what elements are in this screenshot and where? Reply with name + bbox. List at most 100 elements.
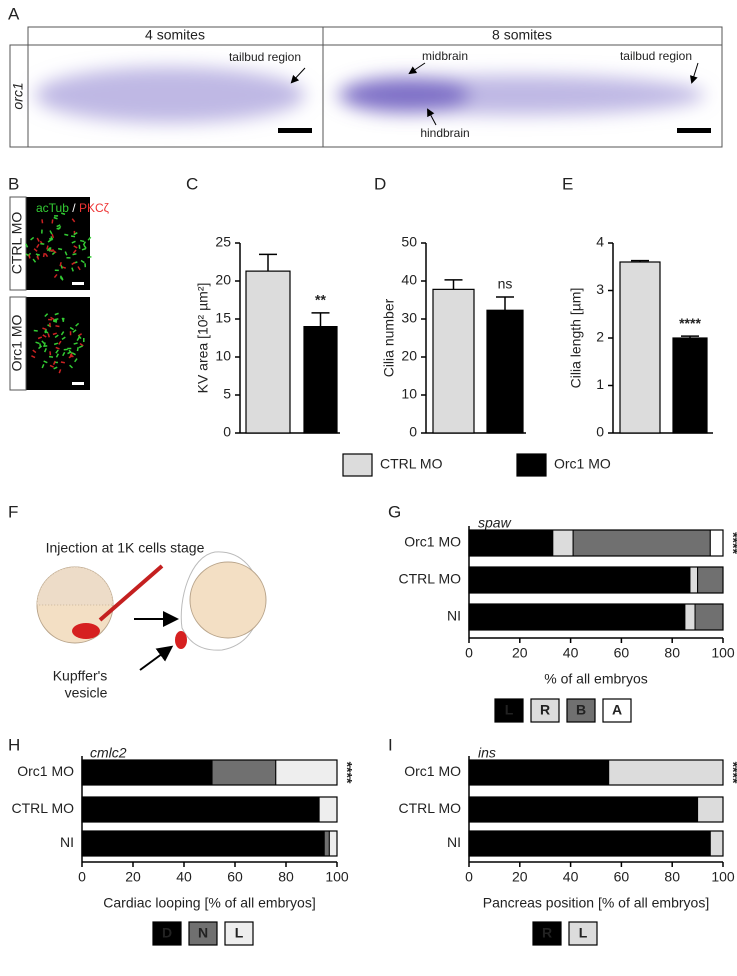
cilium xyxy=(47,239,52,243)
cilium xyxy=(50,316,55,320)
cilium xyxy=(69,353,74,358)
separator: / xyxy=(72,201,76,215)
x-tick-label: 40 xyxy=(563,645,579,661)
cilium xyxy=(47,333,50,338)
row-label: orc1 xyxy=(10,82,26,109)
cilium xyxy=(81,247,87,251)
bar xyxy=(432,288,475,434)
subtitle: spaw xyxy=(478,515,512,531)
x-tick-label: 20 xyxy=(512,869,528,885)
cilium xyxy=(44,329,48,334)
stain-label: acTub / PKCζ xyxy=(36,201,110,215)
y-tick-label: 3 xyxy=(596,281,604,297)
cilium xyxy=(55,346,60,350)
yolk xyxy=(189,561,267,639)
y-tick-label: 25 xyxy=(215,234,231,250)
y-axis-label: Cilia length [µm] xyxy=(568,288,584,389)
bar-segment xyxy=(275,759,338,786)
row-frame xyxy=(9,196,27,291)
bar-segment xyxy=(694,603,724,631)
embryo-head xyxy=(340,77,470,113)
cilium xyxy=(53,319,58,322)
y-tick-label: 1 xyxy=(596,376,604,392)
cilium xyxy=(43,360,48,364)
y-tick-label: NI xyxy=(447,834,461,850)
bar-segment xyxy=(552,529,574,557)
annotation: tailbud region xyxy=(620,49,692,63)
cilium xyxy=(36,255,40,260)
bar xyxy=(672,337,708,434)
y-tick-label: Orc1 MO xyxy=(17,763,74,779)
annotation: hindbrain xyxy=(420,126,469,140)
annotation: ** xyxy=(315,292,326,308)
cilium xyxy=(49,364,54,368)
cilium xyxy=(58,340,62,345)
cilium xyxy=(32,258,37,263)
cilium xyxy=(56,227,61,230)
annotation: **** xyxy=(679,315,701,331)
legend-label: R xyxy=(540,702,550,718)
cilium xyxy=(52,249,57,254)
diagram-title: Injection at 1K cells stage xyxy=(46,540,205,556)
bar-segment xyxy=(468,796,699,823)
cilium xyxy=(54,334,59,339)
x-tick-label: 40 xyxy=(563,869,579,885)
y-tick-label: 15 xyxy=(215,310,231,326)
row-frame xyxy=(9,296,27,391)
cilium xyxy=(49,249,54,252)
cilium xyxy=(60,212,66,215)
x-tick-label: 80 xyxy=(664,869,680,885)
cilium xyxy=(64,251,68,256)
cilium xyxy=(75,322,80,327)
cilium xyxy=(80,259,85,264)
needle xyxy=(98,564,164,622)
y-tick-label: NI xyxy=(60,834,74,850)
y-tick-label: NI xyxy=(447,608,461,624)
cilium xyxy=(71,267,74,272)
bar-segment xyxy=(572,529,711,557)
legend-swatch xyxy=(188,921,218,946)
cilium xyxy=(70,235,76,238)
y-tick-label: 5 xyxy=(223,386,231,402)
panel-label: H xyxy=(8,735,20,754)
cilium xyxy=(30,236,35,241)
y-tick-label: 0 xyxy=(223,424,231,440)
cilium xyxy=(35,253,40,256)
y-tick-label: CTRL MO xyxy=(399,571,462,587)
y-tick-label: Orc1 MO xyxy=(404,763,461,779)
x-tick-label: 100 xyxy=(711,869,735,885)
x-tick-label: 60 xyxy=(614,869,630,885)
injection xyxy=(72,623,100,639)
cilium xyxy=(69,326,74,331)
panel-label: D xyxy=(374,174,386,193)
row-label: Orc1 MO xyxy=(9,315,25,372)
bar-segment xyxy=(468,759,610,786)
cilium xyxy=(61,317,65,322)
stain-label: PKCζ xyxy=(79,201,110,215)
scale-bar xyxy=(677,128,711,133)
bar xyxy=(303,326,338,434)
cilium xyxy=(53,216,58,220)
legend-label: R xyxy=(542,925,552,941)
bar-segment xyxy=(697,796,724,823)
annotation: tailbud region xyxy=(229,50,301,64)
bar-segment xyxy=(608,759,724,786)
y-tick-label: 2 xyxy=(596,329,604,345)
legend-label: N xyxy=(198,925,208,941)
cilium xyxy=(73,232,78,236)
bar-segment xyxy=(468,603,686,631)
legend-swatch xyxy=(568,921,598,946)
panel-label: E xyxy=(562,174,573,193)
arrow xyxy=(139,645,174,671)
cilium xyxy=(36,237,40,242)
cilium xyxy=(28,254,31,259)
cilium xyxy=(43,342,46,347)
embryo xyxy=(35,67,305,123)
x-axis-label: % of all embryos xyxy=(544,671,647,687)
cilium xyxy=(61,336,66,340)
cilium xyxy=(25,243,29,248)
legend-swatch xyxy=(530,698,560,723)
panel-label: I xyxy=(388,735,393,754)
legend-swatch xyxy=(342,453,373,477)
cilium xyxy=(52,332,57,336)
